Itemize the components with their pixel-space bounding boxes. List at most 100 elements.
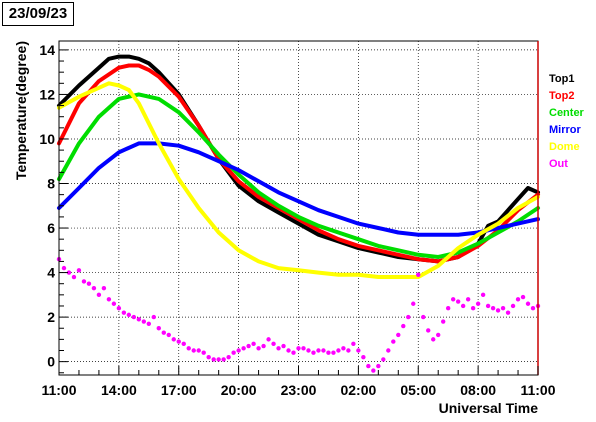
point-out bbox=[371, 368, 376, 373]
point-out bbox=[256, 346, 261, 351]
point-out bbox=[401, 323, 406, 329]
point-out bbox=[396, 332, 401, 338]
point-out bbox=[246, 343, 251, 349]
point-out bbox=[391, 339, 396, 344]
y-tick-label: 12 bbox=[39, 86, 55, 102]
point-out bbox=[356, 348, 361, 353]
point-out bbox=[196, 348, 201, 353]
series-line-mirror bbox=[57, 141, 540, 237]
point-out bbox=[465, 297, 471, 302]
point-out bbox=[206, 354, 211, 360]
point-out bbox=[311, 350, 316, 355]
point-out bbox=[306, 348, 311, 353]
point-out bbox=[66, 270, 72, 275]
x-tick-label: 02:00 bbox=[340, 382, 376, 398]
legend-entry-dome: Dome bbox=[549, 141, 580, 153]
point-out bbox=[271, 341, 276, 347]
tick-labels: 0 2 4 6 8 10 12 14 11:00 14:00 17:00 20:00 23:00 02:0… bbox=[39, 42, 555, 398]
point-out bbox=[406, 314, 411, 320]
legend: Top1 Top2 Center Mirror Dome Out bbox=[549, 73, 585, 170]
y-tick-label: 2 bbox=[47, 309, 55, 325]
y-tick-label: 4 bbox=[47, 265, 55, 281]
point-out bbox=[490, 306, 496, 311]
y-tick-label: 0 bbox=[47, 354, 55, 370]
point-out bbox=[181, 341, 186, 347]
y-axis-title: Temperature(degree) bbox=[13, 41, 29, 180]
point-out bbox=[81, 279, 87, 284]
point-out bbox=[475, 301, 481, 306]
point-out bbox=[231, 350, 236, 355]
point-out bbox=[281, 343, 286, 349]
point-out bbox=[361, 354, 366, 360]
point-out bbox=[111, 301, 117, 306]
point-out bbox=[510, 303, 516, 309]
point-out bbox=[525, 301, 531, 306]
point-out bbox=[460, 303, 466, 309]
point-out bbox=[336, 348, 341, 353]
point-out bbox=[505, 310, 511, 315]
point-out bbox=[216, 357, 221, 362]
y-tick-label: 10 bbox=[39, 131, 55, 147]
x-tick-label: 17:00 bbox=[161, 382, 197, 398]
point-out bbox=[376, 363, 381, 369]
x-tick-label: 08:00 bbox=[460, 382, 496, 398]
series-line-center bbox=[57, 92, 540, 259]
y-tick-label: 14 bbox=[39, 42, 55, 58]
point-out bbox=[116, 306, 122, 311]
point-out bbox=[251, 341, 256, 347]
point-out bbox=[301, 346, 306, 351]
point-out bbox=[266, 337, 271, 342]
y-tick-label: 6 bbox=[47, 220, 55, 236]
point-out bbox=[186, 346, 191, 351]
y-tick-label: 8 bbox=[47, 176, 55, 192]
point-out bbox=[416, 272, 421, 277]
point-out bbox=[76, 268, 82, 273]
point-out bbox=[421, 314, 426, 320]
point-out bbox=[326, 350, 331, 355]
point-out bbox=[470, 306, 476, 311]
point-out bbox=[241, 346, 246, 351]
x-tick-label: 23:00 bbox=[281, 382, 317, 398]
point-out bbox=[126, 312, 132, 318]
legend-entry-top2: Top2 bbox=[549, 90, 574, 102]
point-out bbox=[191, 348, 196, 353]
point-out bbox=[485, 303, 491, 309]
point-out bbox=[450, 297, 456, 302]
x-axis-title: Universal Time bbox=[439, 400, 539, 416]
point-out bbox=[440, 319, 446, 324]
legend-entry-center: Center bbox=[549, 107, 585, 119]
legend-entry-mirror: Mirror bbox=[549, 124, 582, 136]
x-tick-label: 11:00 bbox=[520, 382, 555, 398]
series-out bbox=[56, 257, 541, 373]
point-out bbox=[106, 297, 112, 302]
point-out bbox=[151, 314, 157, 320]
x-tick-label: 05:00 bbox=[400, 382, 436, 398]
point-out bbox=[131, 314, 137, 320]
grid bbox=[59, 41, 538, 375]
point-out bbox=[71, 274, 77, 280]
point-out bbox=[431, 337, 436, 342]
point-out bbox=[386, 348, 391, 353]
point-out bbox=[436, 332, 441, 338]
point-out bbox=[156, 326, 161, 331]
point-out bbox=[91, 285, 97, 291]
point-out bbox=[341, 346, 346, 351]
point-out bbox=[171, 337, 176, 342]
series-group bbox=[56, 54, 541, 373]
date-label: 23/09/23 bbox=[2, 2, 74, 26]
point-out bbox=[500, 306, 506, 311]
point-out bbox=[316, 348, 321, 353]
legend-entry-out: Out bbox=[549, 158, 568, 170]
point-out bbox=[86, 281, 92, 286]
point-out bbox=[201, 350, 206, 355]
series-line-dome bbox=[57, 81, 540, 279]
point-out bbox=[61, 265, 67, 271]
point-out bbox=[411, 301, 416, 306]
point-out bbox=[426, 328, 431, 333]
point-out bbox=[366, 363, 371, 369]
point-out bbox=[321, 348, 326, 353]
point-out bbox=[530, 306, 536, 311]
point-out bbox=[495, 308, 501, 313]
point-out bbox=[381, 357, 386, 362]
point-out bbox=[261, 343, 266, 349]
